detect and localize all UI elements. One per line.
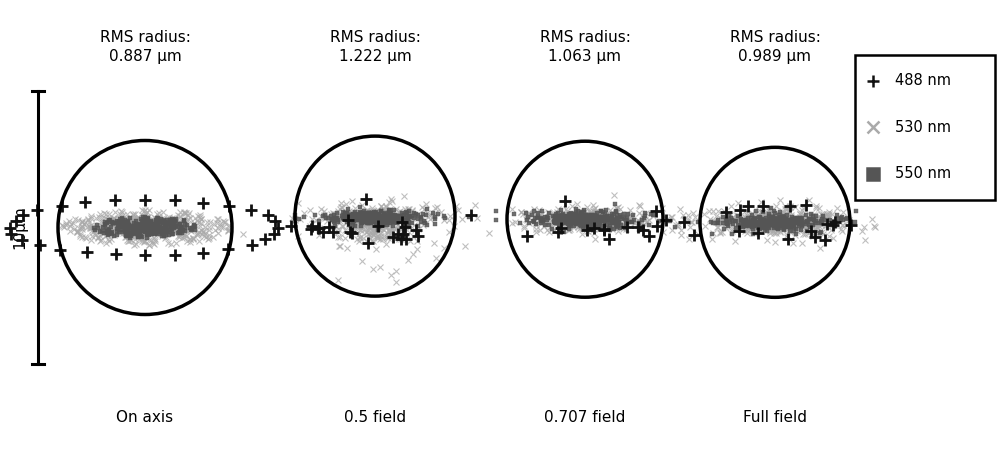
Text: On axis: On axis xyxy=(116,410,174,425)
Text: RMS radius:
0.989 μm: RMS radius: 0.989 μm xyxy=(730,30,820,64)
Text: RMS radius:
1.222 μm: RMS radius: 1.222 μm xyxy=(330,30,420,64)
Text: RMS radius:
1.063 μm: RMS radius: 1.063 μm xyxy=(540,30,630,64)
Text: 10μm: 10μm xyxy=(12,206,28,249)
Text: 550 nm: 550 nm xyxy=(895,167,951,182)
Text: 530 nm: 530 nm xyxy=(895,120,951,135)
Text: 0.707 field: 0.707 field xyxy=(544,410,626,425)
Text: Full field: Full field xyxy=(743,410,807,425)
Text: 0.5 field: 0.5 field xyxy=(344,410,406,425)
Text: RMS radius:
0.887 μm: RMS radius: 0.887 μm xyxy=(100,30,190,64)
Bar xyxy=(855,55,995,200)
Text: 488 nm: 488 nm xyxy=(895,73,951,88)
